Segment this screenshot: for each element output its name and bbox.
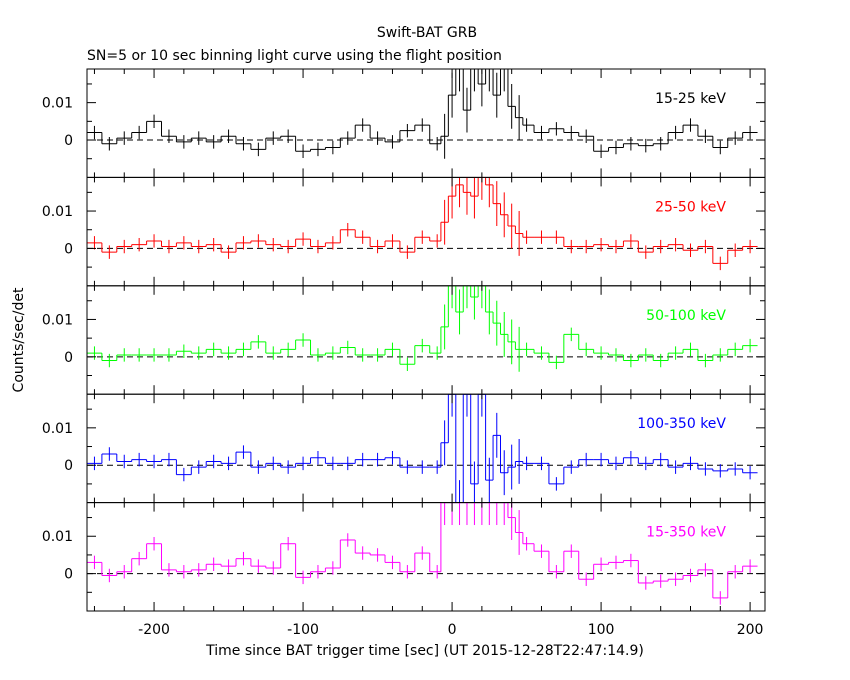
panel-frame bbox=[86, 502, 766, 612]
series-1 bbox=[87, 69, 758, 159]
panel-2: 0 0.01 25-50 keV bbox=[42, 176, 766, 287]
y-tick-label: 0.01 bbox=[42, 529, 73, 545]
panels-group: 0 0.01 15-25 keV 0 0.01 25-50 keV 0 0.01 50-100 … bbox=[42, 68, 766, 638]
x-tick-label: -100 bbox=[287, 622, 319, 638]
x-tick-label: 200 bbox=[737, 622, 764, 638]
y-tick-label: 0.01 bbox=[42, 96, 73, 112]
series-4 bbox=[87, 394, 758, 503]
band-label: 50-100 keV bbox=[646, 308, 726, 324]
x-tick-label: -200 bbox=[138, 622, 170, 638]
y-tick-label: 0.01 bbox=[42, 204, 73, 220]
panel-frame bbox=[86, 176, 766, 287]
chart-subtitle: SN=5 or 10 sec binning light curve using… bbox=[87, 48, 502, 64]
y-tick-label: 0 bbox=[64, 350, 73, 366]
band-label: 15-25 keV bbox=[655, 91, 726, 107]
band-label: 15-350 keV bbox=[646, 525, 726, 541]
panel-3: 0 0.01 50-100 keV bbox=[42, 285, 766, 395]
series-3 bbox=[87, 285, 758, 372]
x-axis-label: Time since BAT trigger time [sec] (UT 20… bbox=[205, 643, 644, 659]
panel-frame bbox=[86, 68, 766, 178]
y-tick-label: 0.01 bbox=[42, 312, 73, 328]
y-tick-label: 0 bbox=[64, 458, 73, 474]
chart-title: Swift-BAT GRB bbox=[377, 25, 477, 41]
y-axis-label: Counts/sec/det bbox=[11, 287, 27, 392]
y-tick-label: 0.01 bbox=[42, 421, 73, 437]
panel-frame bbox=[86, 285, 766, 395]
y-tick-label: 0 bbox=[64, 567, 73, 583]
band-label: 25-50 keV bbox=[655, 199, 726, 215]
panel-5: 0 0.01 15-350 keV bbox=[42, 502, 766, 612]
panel-1: 0 0.01 15-25 keV bbox=[42, 68, 766, 178]
x-tick-label: 100 bbox=[588, 622, 615, 638]
panel-frame bbox=[86, 393, 766, 504]
band-label: 100-350 keV bbox=[637, 416, 726, 432]
panel-4: 0 0.01 100-350 keV bbox=[42, 393, 766, 504]
y-tick-label: 0 bbox=[64, 241, 73, 257]
series-5 bbox=[87, 502, 758, 605]
y-tick-label: 0 bbox=[64, 133, 73, 149]
x-tick-label: 0 bbox=[448, 622, 457, 638]
